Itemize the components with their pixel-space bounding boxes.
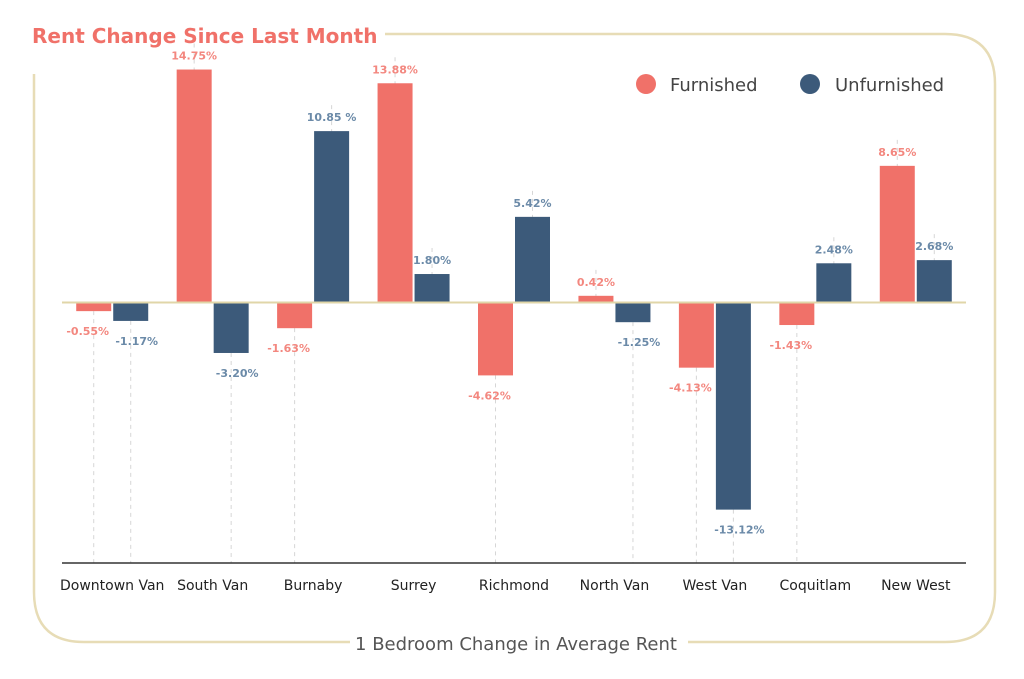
legend-marker-furnished — [636, 74, 656, 94]
legend-marker-unfurnished — [800, 74, 820, 94]
value-label-furnished-south-van: 14.75% — [171, 50, 217, 63]
value-label-unfurnished-coquitlam: 2.48% — [815, 243, 853, 256]
category-labels: Downtown Van South Van Burnaby Surrey Richmo… — [60, 578, 951, 594]
bar-furnished-coquitlam — [779, 302, 815, 326]
value-label-unfurnished-downtown-van: -1.17% — [115, 335, 158, 348]
legend: Furnished Unfurnished — [636, 74, 944, 96]
bar-furnished-richmond — [478, 302, 513, 376]
category-label-south-van: South Van — [177, 578, 248, 594]
category-label-richmond: Richmond — [479, 578, 549, 594]
chart-title: Rent Change Since Last Month — [32, 24, 377, 48]
value-label-furnished-north-van: 0.42% — [577, 276, 615, 289]
value-label-furnished-west-van: -4.13% — [669, 382, 712, 395]
category-label-coquitlam: Coquitlam — [780, 578, 852, 594]
value-label-unfurnished-burnaby: 10.85 % — [307, 111, 357, 124]
bar-unfurnished-south-van — [213, 302, 249, 353]
value-label-unfurnished-new-west: 2.68% — [915, 240, 953, 253]
category-label-burnaby: Burnaby — [284, 578, 343, 594]
value-label-furnished-surrey: 13.88% — [372, 63, 418, 76]
bar-unfurnished-burnaby — [314, 131, 350, 303]
category-label-surrey: Surrey — [391, 578, 437, 594]
legend-label-unfurnished: Unfurnished — [835, 75, 944, 96]
bar-unfurnished-coquitlam — [816, 263, 852, 303]
bar-unfurnished-surrey — [414, 274, 450, 303]
value-label-furnished-new-west: 8.65% — [878, 146, 916, 159]
bar-unfurnished-north-van — [615, 302, 651, 323]
chart-subtitle: 1 Bedroom Change in Average Rent — [355, 634, 677, 655]
value-label-furnished-burnaby: -1.63% — [267, 342, 310, 355]
bar-furnished-west-van — [678, 302, 714, 368]
chart-frame — [32, 32, 997, 644]
category-label-new-west: New West — [881, 578, 951, 594]
bar-furnished-burnaby — [277, 302, 313, 329]
value-label-unfurnished-surrey: 1.80% — [413, 254, 451, 267]
value-label-unfurnished-richmond: 5.42% — [513, 197, 551, 210]
bar-furnished-new-west — [879, 165, 915, 303]
bar-furnished-surrey — [377, 83, 413, 303]
category-label-north-van: North Van — [580, 578, 650, 594]
bar-furnished-north-van — [578, 295, 614, 303]
bar-furnished-downtown-van — [76, 302, 112, 312]
bar-unfurnished-richmond — [515, 216, 550, 303]
bar-unfurnished-west-van — [715, 302, 751, 510]
value-label-unfurnished-north-van: -1.25% — [618, 336, 661, 349]
category-label-west-van: West Van — [682, 578, 747, 594]
value-labels: -0.55% -1.17% 14.75% -3.20% -1.63% 10.85 % 13.… — [66, 50, 953, 537]
value-label-furnished-coquitlam: -1.43% — [769, 339, 812, 352]
bar-unfurnished-new-west — [916, 260, 952, 303]
bar-unfurnished-downtown-van — [113, 302, 149, 321]
bars — [76, 69, 952, 510]
category-label-downtown-van: Downtown Van — [60, 578, 164, 594]
value-label-unfurnished-south-van: -3.20% — [216, 367, 259, 380]
legend-label-furnished: Furnished — [670, 75, 758, 96]
value-label-furnished-downtown-van: -0.55% — [66, 325, 109, 338]
bar-furnished-south-van — [176, 69, 212, 303]
value-label-furnished-richmond: -4.62% — [468, 389, 511, 402]
value-label-unfurnished-west-van: -13.12% — [714, 524, 764, 537]
